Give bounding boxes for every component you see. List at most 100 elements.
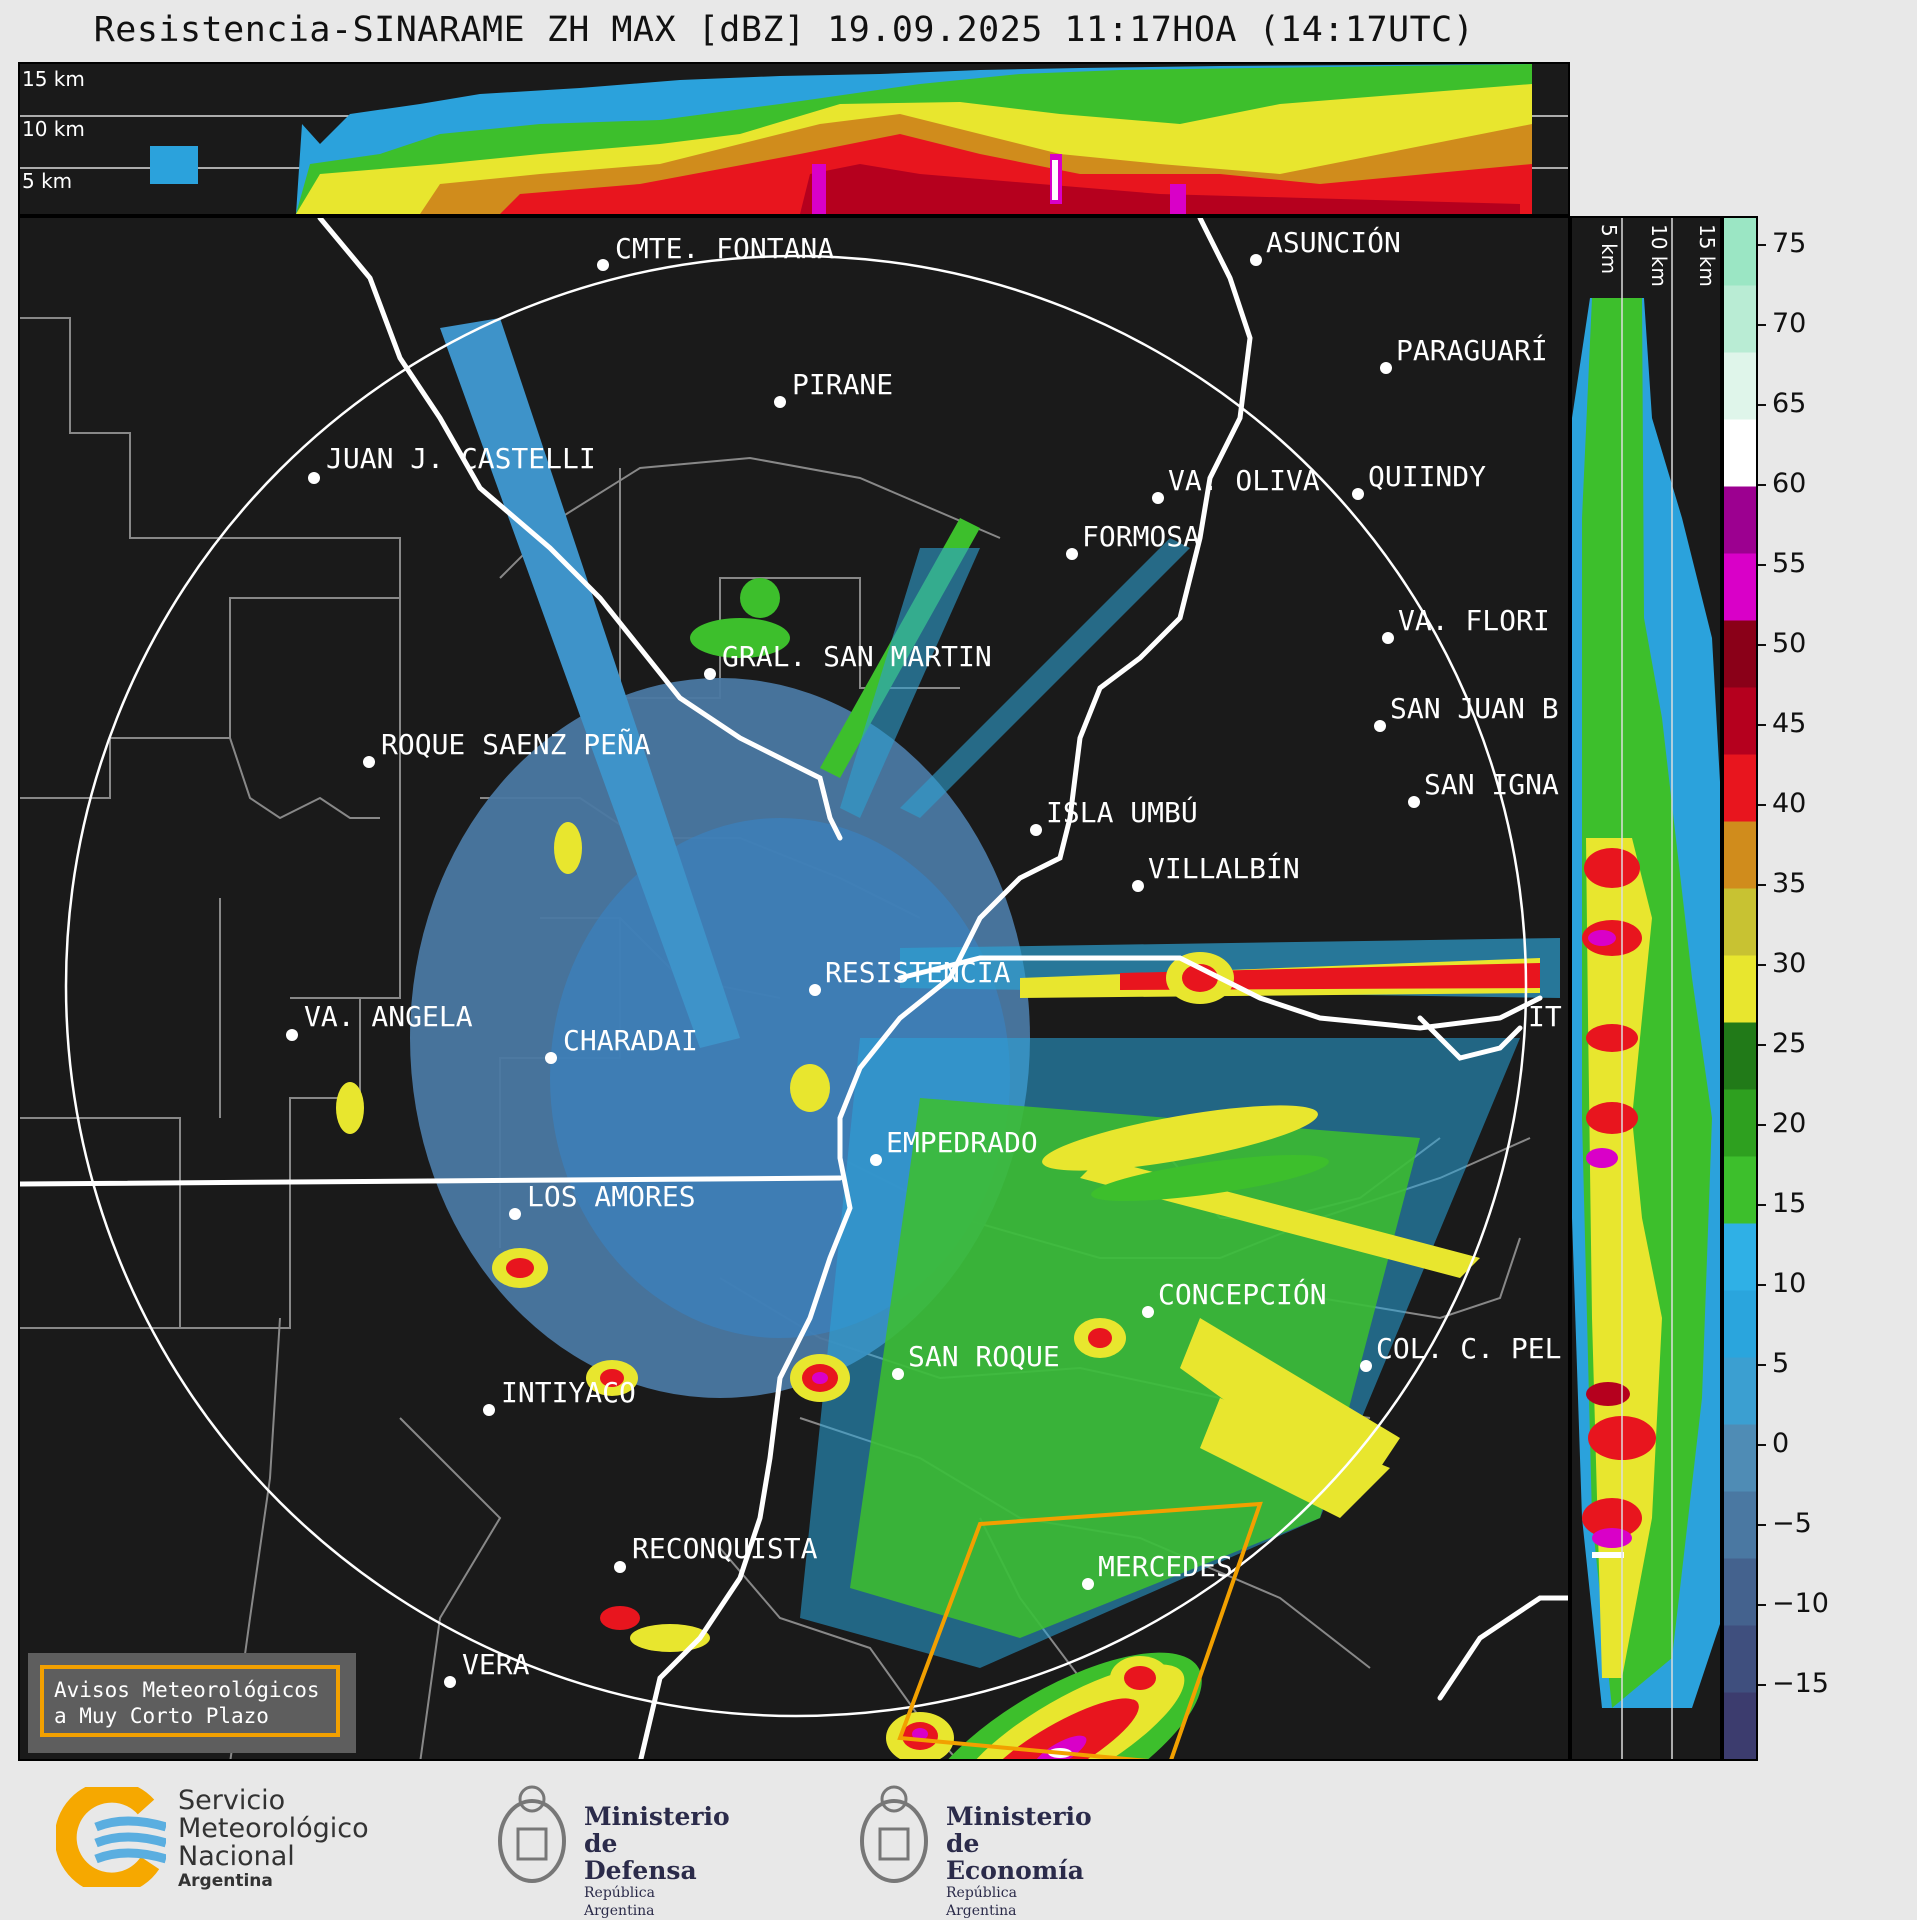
side-cross-section-panel: 5 km 10 km 15 km	[1570, 216, 1722, 1761]
defensa-line3: República Argentina	[584, 1885, 655, 1919]
colorbar-segment	[1724, 1156, 1756, 1224]
colorbar-tick-mark	[1758, 1444, 1766, 1446]
colorbar-tick-label: −15	[1772, 1668, 1829, 1699]
economia-line1: Ministerio	[946, 1802, 1092, 1831]
city-label-va-flori: VA. FLORI	[1398, 604, 1550, 637]
rivers	[20, 218, 1568, 1759]
city-label-intiyaco: INTIYACO	[501, 1376, 636, 1409]
map-title: Resistencia-SINARAME ZH MAX [dBZ] 19.09.…	[93, 10, 1475, 50]
defensa-line1: Ministerio	[584, 1802, 730, 1831]
smn-line1: Servicio	[178, 1785, 286, 1816]
colorbar-tick-mark	[1758, 724, 1766, 726]
city-label-los-amores: LOS AMORES	[527, 1180, 696, 1213]
colorbar-tick-label: 40	[1772, 788, 1807, 819]
warning-legend-box: Avisos Meteorológicos a Muy Corto Plazo	[28, 1653, 356, 1753]
radar-map-panel: CMTE. FONTANA PIRANE JUAN J. CASTELLI GR…	[18, 216, 1570, 1761]
city-label-juan-j-castelli: JUAN J. CASTELLI	[326, 442, 596, 475]
city-label-formosa: FORMOSA	[1082, 520, 1200, 553]
colorbar-tick-mark	[1758, 1524, 1766, 1526]
colorbar-tick-mark	[1758, 1204, 1766, 1206]
shield-icon	[860, 1785, 928, 1883]
colorbar-segment	[1724, 687, 1756, 755]
city-label-col-c-pel: COL. C. PEL	[1376, 1332, 1561, 1365]
colorbar-tick-label: 5	[1772, 1348, 1790, 1379]
city-label-it: IT	[1528, 1000, 1562, 1033]
side-alt-label-5: 5 km	[1597, 224, 1621, 274]
colorbar-segment	[1724, 218, 1756, 286]
colorbar-tick-label: −5	[1772, 1508, 1812, 1539]
city-label-gral-san-martin: GRAL. SAN MARTIN	[722, 640, 992, 673]
colorbar-tick-mark	[1758, 1684, 1766, 1686]
city-label-charadai: CHARADAI	[563, 1024, 698, 1057]
colorbar-segment	[1724, 1625, 1756, 1693]
colorbar-segment	[1724, 352, 1756, 420]
city-label-san-igna: SAN IGNA	[1424, 768, 1559, 801]
defensa-line2: de Defensa	[584, 1829, 697, 1885]
footer-logos: Servicio Meteorológico Nacional Argentin…	[0, 1761, 1917, 1919]
city-label-roque-saenz-pena: ROQUE SAENZ PEÑA	[381, 727, 651, 761]
city-label-resistencia: RESISTENCIA	[825, 956, 1011, 989]
economia-line3: República Argentina	[946, 1885, 1017, 1919]
smn-line2: Meteorológico	[178, 1813, 369, 1844]
colorbar-tick-label: 10	[1772, 1268, 1807, 1299]
colorbar-segment	[1724, 955, 1756, 1023]
colorbar-tick-label: 20	[1772, 1108, 1807, 1139]
defensa-logo: Ministerio de Defensa República Argentin…	[494, 1777, 730, 1919]
radar-map: CMTE. FONTANA PIRANE JUAN J. CASTELLI GR…	[20, 218, 1568, 1759]
colorbar-tick-label: 70	[1772, 308, 1807, 339]
colorbar-tick-mark	[1758, 404, 1766, 406]
warning-polygon	[897, 1501, 1263, 1759]
colorbar-tick-label: 50	[1772, 628, 1807, 659]
side-echo-profile	[1572, 298, 1720, 1708]
city-label-quiindy: QUIINDY	[1368, 460, 1486, 493]
colorbar-segment	[1724, 553, 1756, 621]
top-alt-label-5: 5 km	[22, 169, 72, 193]
city-label-mercedes: MERCEDES	[1098, 1550, 1233, 1583]
side-cross-section-plot: 5 km 10 km 15 km	[1572, 218, 1720, 1759]
colorbar-tick-mark	[1758, 564, 1766, 566]
smn-logo: Servicio Meteorológico Nacional Argentin…	[54, 1780, 369, 1895]
city-label-vera: VERA	[462, 1648, 530, 1681]
colorbar-tick-label: 55	[1772, 548, 1807, 579]
colorbar-tick-label: 15	[1772, 1188, 1807, 1219]
city-label-paraguari: PARAGUARÍ	[1396, 333, 1548, 367]
city-markers: CMTE. FONTANA PIRANE JUAN J. CASTELLI GR…	[286, 225, 1562, 1688]
colorbar-tick-label: 30	[1772, 948, 1807, 979]
colorbar-tick-mark	[1758, 1124, 1766, 1126]
warning-legend-line2: a Muy Corto Plazo	[54, 1704, 269, 1728]
city-label-asuncion: ASUNCIÓN	[1266, 225, 1401, 259]
colorbar-segment	[1724, 1357, 1756, 1425]
colorbar-tick-mark	[1758, 1284, 1766, 1286]
colorbar-tick-mark	[1758, 1044, 1766, 1046]
shield-icon	[498, 1785, 566, 1883]
colorbar-tick-mark	[1758, 804, 1766, 806]
city-label-empedrado: EMPEDRADO	[886, 1126, 1038, 1159]
colorbar-segment	[1724, 1223, 1756, 1291]
top-cross-section-plot: 15 km 10 km 5 km	[20, 64, 1568, 214]
colorbar-segment	[1724, 821, 1756, 889]
top-echo-profile	[150, 64, 1532, 214]
dbz-colorbar-scale	[1724, 218, 1756, 1760]
colorbar-segment	[1724, 1424, 1756, 1492]
economia-logo: Ministerio de Economía República Argenti…	[856, 1777, 1092, 1919]
warning-legend-frame: Avisos Meteorológicos a Muy Corto Plazo	[40, 1665, 340, 1737]
colorbar-segment	[1724, 754, 1756, 822]
top-alt-label-15: 15 km	[22, 67, 85, 91]
colorbar-tick-label: 65	[1772, 388, 1807, 419]
colorbar-tick-mark	[1758, 1604, 1766, 1606]
warning-legend-line1: Avisos Meteorológicos	[54, 1678, 320, 1702]
colorbar-segment	[1724, 620, 1756, 688]
colorbar-segment	[1724, 285, 1756, 353]
city-label-va-oliva: VA. OLIVA	[1168, 464, 1320, 497]
city-label-concepcion: CONCEPCIÓN	[1158, 1277, 1327, 1311]
city-label-reconquista: RECONQUISTA	[632, 1532, 818, 1565]
city-label-va-angela: VA. ANGELA	[304, 1000, 473, 1033]
colorbar-segment	[1724, 1022, 1756, 1090]
economia-line2: de Economía	[946, 1829, 1084, 1885]
colorbar-segment	[1724, 1089, 1756, 1157]
colorbar-segment	[1724, 1290, 1756, 1358]
dbz-colorbar	[1722, 216, 1758, 1761]
range-ring	[64, 254, 1528, 1718]
colorbar-segment	[1724, 486, 1756, 554]
city-label-isla-umbu: ISLA UMBÚ	[1046, 795, 1198, 829]
